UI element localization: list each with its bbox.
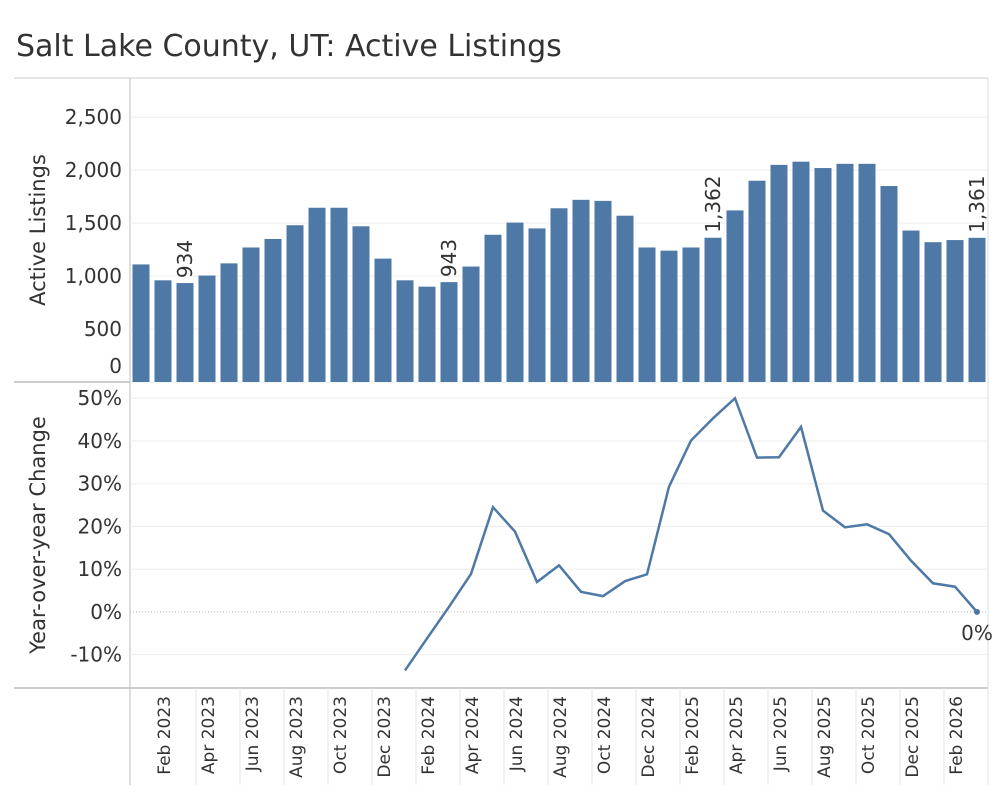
bar <box>176 283 194 382</box>
line <box>403 396 978 672</box>
bar <box>594 200 612 382</box>
bar <box>330 207 348 382</box>
bar <box>726 210 744 382</box>
bar <box>660 250 678 382</box>
bar <box>792 161 810 382</box>
data-label: 943 <box>437 239 461 277</box>
x-tick-label: Dec 2025 <box>903 696 923 778</box>
y-tick-label: 20% <box>78 514 122 538</box>
bar <box>858 163 876 382</box>
x-tick-label: Jun 2024 <box>507 696 527 772</box>
bar <box>528 228 546 382</box>
bar <box>154 280 172 382</box>
x-tick-label: Jun 2023 <box>243 696 263 772</box>
bar <box>616 215 634 382</box>
x-tick-label: Jun 2025 <box>771 696 791 772</box>
bar <box>286 225 304 382</box>
bar <box>704 237 722 382</box>
bar <box>748 180 766 382</box>
bar <box>374 258 392 382</box>
y-tick-label: 50% <box>78 386 122 410</box>
bar <box>902 230 920 382</box>
bar <box>132 264 150 382</box>
x-tick-label: Oct 2025 <box>859 696 879 774</box>
bar <box>242 247 260 382</box>
point <box>974 608 980 615</box>
bar <box>814 168 832 382</box>
x-tick-label: Feb 2024 <box>419 696 439 775</box>
bar <box>550 208 568 382</box>
bar <box>682 247 700 382</box>
bar <box>220 263 238 382</box>
data-label: 934 <box>173 240 197 278</box>
bar <box>308 207 326 382</box>
y-axis-label: Active Listings <box>26 154 50 306</box>
y-tick-label: 10% <box>78 557 122 581</box>
x-tick-label: Apr 2025 <box>727 696 747 774</box>
bar <box>264 239 282 382</box>
bar <box>924 242 942 382</box>
y-tick-label: 1,500 <box>65 211 122 235</box>
bar <box>440 282 458 382</box>
bar <box>484 234 502 382</box>
data-label: 1,361 <box>965 176 989 233</box>
x-tick-label: Aug 2023 <box>287 696 307 778</box>
bar <box>506 222 524 382</box>
data-label: 0% <box>961 621 993 645</box>
bar <box>572 199 590 382</box>
bar <box>352 226 370 382</box>
bar <box>462 266 480 382</box>
x-tick-label: Apr 2024 <box>463 696 483 774</box>
chart-title: Salt Lake County, UT: Active Listings <box>16 29 562 64</box>
x-tick-label: Feb 2023 <box>155 696 175 775</box>
y-tick-label: 2,000 <box>65 158 122 182</box>
data-label: 1,362 <box>701 175 725 232</box>
x-tick-label: Aug 2025 <box>815 696 835 778</box>
bar <box>880 186 898 382</box>
bar <box>396 280 414 382</box>
y-tick-label: -10% <box>70 643 122 667</box>
x-tick-label: Feb 2025 <box>683 696 703 775</box>
y-tick-label: 30% <box>78 472 122 496</box>
bar <box>968 237 986 382</box>
x-tick-label: Apr 2023 <box>199 696 219 774</box>
y-tick-label: 2,500 <box>65 105 122 129</box>
y-tick-label: 500 <box>84 317 122 341</box>
x-tick-label: Oct 2023 <box>331 696 351 774</box>
y-tick-label: 40% <box>78 429 122 453</box>
bar <box>770 164 788 382</box>
x-tick-label: Dec 2024 <box>639 696 659 778</box>
y-tick-label: 0% <box>90 600 122 624</box>
bar <box>198 275 216 382</box>
bar <box>836 163 854 382</box>
y-axis-label: Year-over-year Change <box>26 416 50 655</box>
x-tick-label: Aug 2024 <box>551 696 571 778</box>
bar <box>638 247 656 382</box>
x-tick-label: Feb 2026 <box>947 696 967 775</box>
y-tick-label: 1,000 <box>65 264 122 288</box>
x-tick-label: Oct 2024 <box>595 696 615 774</box>
bar <box>946 240 964 382</box>
y-tick-label: 0 <box>109 354 122 378</box>
x-tick-label: Dec 2023 <box>375 696 395 778</box>
bar <box>418 286 436 382</box>
